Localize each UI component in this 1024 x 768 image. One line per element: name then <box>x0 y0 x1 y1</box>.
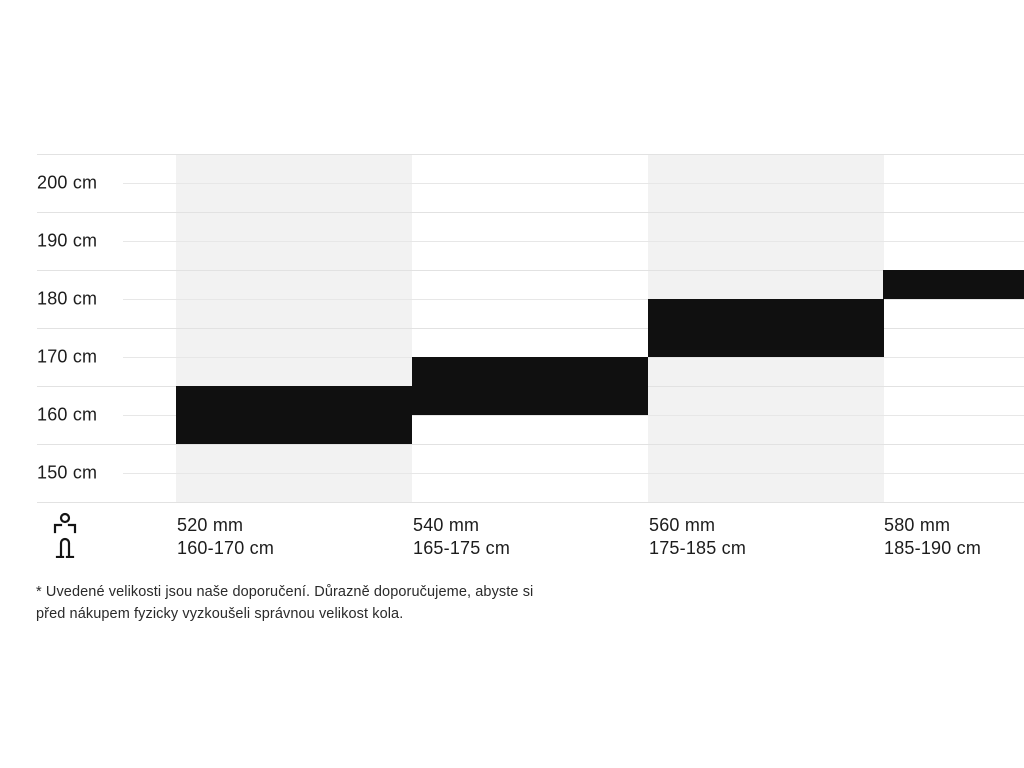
y-tick-label: 180 cm <box>37 288 98 308</box>
gridline-minor <box>37 154 1024 155</box>
size-bar-580-mm <box>883 269 1024 299</box>
frame-size-label: 540 mm <box>413 515 480 535</box>
y-tick-label: 170 cm <box>37 346 98 366</box>
y-tick-label: 190 cm <box>37 230 98 250</box>
rider-height-label: 165-175 cm <box>413 538 511 558</box>
gridline-major <box>123 415 1024 416</box>
x-axis-label: 520 mm 160-170 cm <box>177 514 274 560</box>
gridline-major <box>123 241 1024 242</box>
gridline-major <box>123 183 1024 184</box>
rider-height-label: 185-190 cm <box>884 538 982 558</box>
gridline-minor <box>37 328 1024 329</box>
gridline-minor <box>37 502 1024 503</box>
size-recommendation-note: * Uvedené velikosti jsou naše doporučení… <box>36 581 556 625</box>
x-axis-label: 560 mm 175-185 cm <box>649 514 746 560</box>
y-tick-label: 160 cm <box>37 404 98 424</box>
rider-height-label: 175-185 cm <box>649 538 747 558</box>
gridline-major <box>123 299 1024 300</box>
gridline-minor <box>37 212 1024 213</box>
size-bar-540-mm <box>412 356 648 415</box>
x-axis-label: 540 mm 165-175 cm <box>413 514 510 560</box>
column-stripe <box>176 153 412 502</box>
frame-size-label: 520 mm <box>177 515 244 535</box>
frame-size-label: 580 mm <box>884 515 951 535</box>
gridline-minor <box>37 444 1024 445</box>
x-axis-label: 580 mm 185-190 cm <box>884 514 981 560</box>
footnote-line-2: před nákupem fyzicky vyzkoušeli správnou… <box>36 606 404 622</box>
gridline-minor <box>37 270 1024 271</box>
size-bar-560-mm <box>648 298 884 357</box>
frame-size-label: 560 mm <box>649 515 716 535</box>
rider-height-label: 160-170 cm <box>177 538 275 558</box>
size-bar-520-mm <box>176 385 412 444</box>
footnote-line-1: * Uvedené velikosti jsou naše doporučení… <box>36 584 534 600</box>
person-height-icon <box>52 512 78 559</box>
gridline-major <box>123 473 1024 474</box>
y-tick-label: 150 cm <box>37 462 98 482</box>
y-tick-label: 200 cm <box>37 172 98 192</box>
